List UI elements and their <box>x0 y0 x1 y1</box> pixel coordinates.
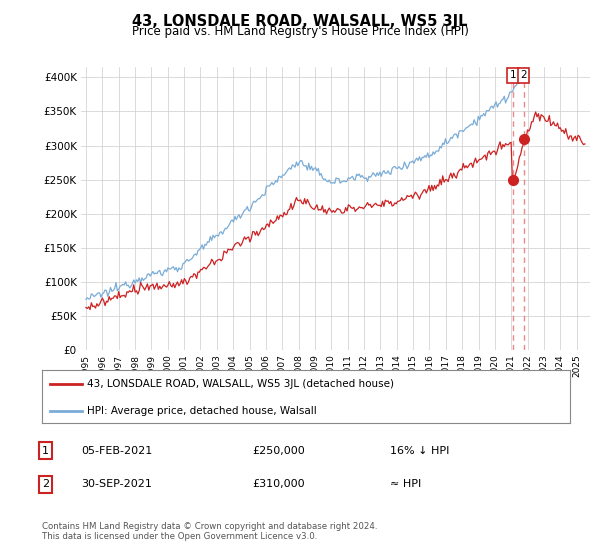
Text: 2: 2 <box>520 71 527 81</box>
Text: Price paid vs. HM Land Registry's House Price Index (HPI): Price paid vs. HM Land Registry's House … <box>131 25 469 38</box>
Text: 16% ↓ HPI: 16% ↓ HPI <box>390 446 449 456</box>
Text: £250,000: £250,000 <box>252 446 305 456</box>
Text: 05-FEB-2021: 05-FEB-2021 <box>81 446 152 456</box>
Text: 43, LONSDALE ROAD, WALSALL, WS5 3JL (detached house): 43, LONSDALE ROAD, WALSALL, WS5 3JL (det… <box>87 380 394 390</box>
Text: 1: 1 <box>509 71 516 81</box>
Text: £310,000: £310,000 <box>252 479 305 489</box>
Text: 43, LONSDALE ROAD, WALSALL, WS5 3JL: 43, LONSDALE ROAD, WALSALL, WS5 3JL <box>132 14 468 29</box>
Text: Contains HM Land Registry data © Crown copyright and database right 2024.
This d: Contains HM Land Registry data © Crown c… <box>42 522 377 542</box>
Text: 1: 1 <box>42 446 49 456</box>
Text: ≈ HPI: ≈ HPI <box>390 479 421 489</box>
Text: HPI: Average price, detached house, Walsall: HPI: Average price, detached house, Wals… <box>87 406 317 416</box>
Text: 30-SEP-2021: 30-SEP-2021 <box>81 479 152 489</box>
Text: 2: 2 <box>42 479 49 489</box>
